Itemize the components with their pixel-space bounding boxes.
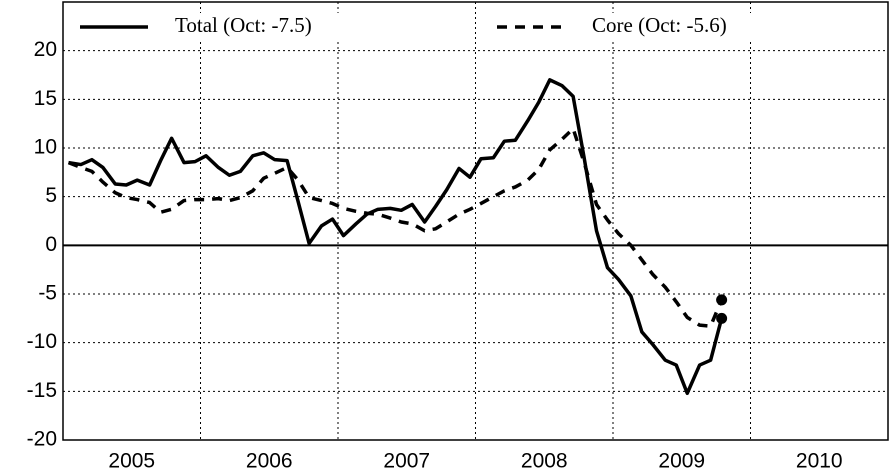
y-tick-label: 10 [34,136,57,159]
x-tick-label: 2009 [658,450,705,473]
end-marker [716,312,728,324]
y-tick-label: -15 [27,379,57,402]
plot-frame [62,1,889,441]
y-tick-label: 20 [34,38,57,61]
x-tick-label: 2005 [108,450,155,473]
y-tick-label: -10 [27,330,57,353]
series-line [67,126,724,328]
series-line [68,78,724,396]
x-tick-label: 2007 [383,450,430,473]
y-tick-label: 5 [45,184,57,207]
y-tick-label: 15 [34,87,57,110]
legend-label: Total (Oct: -7.5) [175,13,312,37]
y-tick-label: -5 [38,282,57,305]
y-tick-label: 0 [45,233,57,256]
x-tick-label: 2010 [796,450,843,473]
end-marker [716,294,728,306]
x-tick-label: 2008 [521,450,568,473]
y-tick-label: -20 [27,428,57,451]
legend-label: Core (Oct: -5.6) [592,13,727,37]
x-tick-label: 2006 [246,450,293,473]
